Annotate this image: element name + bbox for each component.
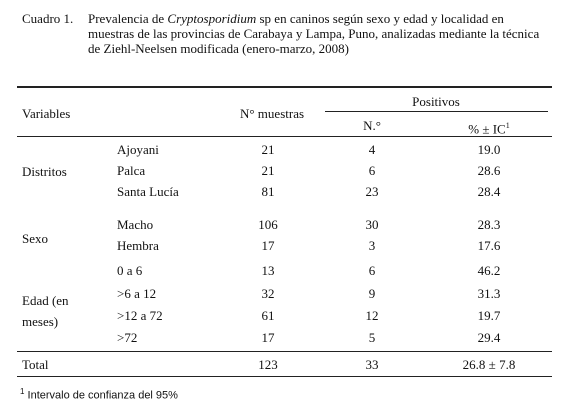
- header-cell: Variables: [22, 106, 71, 121]
- cell: 23: [365, 184, 379, 199]
- cell: 106: [258, 217, 278, 232]
- cell: 4: [368, 142, 376, 157]
- row-label: Macho: [117, 217, 154, 232]
- total-cell: 26.8 ± 7.8: [462, 357, 516, 372]
- cell: 21: [261, 142, 275, 157]
- row-label: 0 a 6: [117, 263, 143, 278]
- header-rule: [17, 136, 552, 137]
- caption-italic: Cryptosporidium: [167, 11, 257, 26]
- row-label: Palca: [117, 163, 146, 178]
- total-cell: 33: [365, 357, 379, 372]
- cell: 28.3: [477, 217, 501, 232]
- group-label: Distritos: [22, 164, 67, 179]
- cell: 31.3: [477, 286, 501, 301]
- cell: 29.4: [477, 330, 501, 345]
- cell: 5: [368, 330, 376, 345]
- total-rule: [17, 351, 552, 352]
- cell: 21: [261, 163, 275, 178]
- total-label: Total: [22, 357, 49, 372]
- row-label: >72: [117, 330, 138, 345]
- header-cell: Positivos: [412, 94, 460, 109]
- cell: 81: [261, 184, 275, 199]
- footnote-mark: 1: [20, 387, 25, 396]
- row-label: >6 a 12: [117, 286, 157, 301]
- group-label: Edad (en meses): [22, 293, 69, 329]
- cell: 61: [261, 308, 275, 323]
- cell: 17: [261, 330, 275, 345]
- header-cell: % ± IC1: [468, 118, 509, 136]
- cell: 13: [261, 263, 275, 278]
- row-label: Hembra: [117, 238, 159, 253]
- cell: 28.6: [477, 163, 501, 178]
- top-rule: [17, 86, 552, 88]
- cell: 6: [368, 163, 376, 178]
- cell: 3: [368, 238, 376, 253]
- caption-label: Cuadro 1.: [22, 11, 74, 26]
- cell: 30: [365, 217, 379, 232]
- group-label: Sexo: [22, 231, 48, 246]
- total-cell: 123: [258, 357, 278, 372]
- footnote-ref: 1: [505, 121, 510, 130]
- caption-text: Prevalencia de Cryptosporidium sp en can…: [88, 11, 552, 56]
- cell: 19.0: [477, 142, 501, 157]
- cell: 17: [261, 238, 275, 253]
- footnote-text: Intervalo de confianza del 95%: [27, 389, 178, 402]
- cell: 12: [365, 308, 379, 323]
- header-cell: N° muestras: [239, 106, 305, 121]
- sub-rule: [325, 111, 548, 112]
- caption-text: Prevalencia de: [88, 11, 165, 26]
- cell: 28.4: [477, 184, 501, 199]
- cell: 32: [261, 286, 275, 301]
- cell: 46.2: [477, 263, 501, 278]
- footnote: 1 Intervalo de confianza del 95%: [20, 384, 178, 404]
- cell: 17.6: [477, 238, 501, 253]
- bottom-rule: [17, 376, 552, 377]
- cell: 6: [368, 263, 376, 278]
- header-cell: N.°: [363, 118, 381, 133]
- row-label: >12 a 72: [117, 308, 163, 323]
- header-text: % ± IC: [468, 121, 506, 137]
- caption-text: sp en caninos según sexo y edad y locali…: [88, 11, 540, 56]
- cell: 19.7: [477, 308, 501, 323]
- cell: 9: [368, 286, 376, 301]
- row-label: Ajoyani: [117, 142, 159, 157]
- row-label: Santa Lucía: [117, 184, 179, 199]
